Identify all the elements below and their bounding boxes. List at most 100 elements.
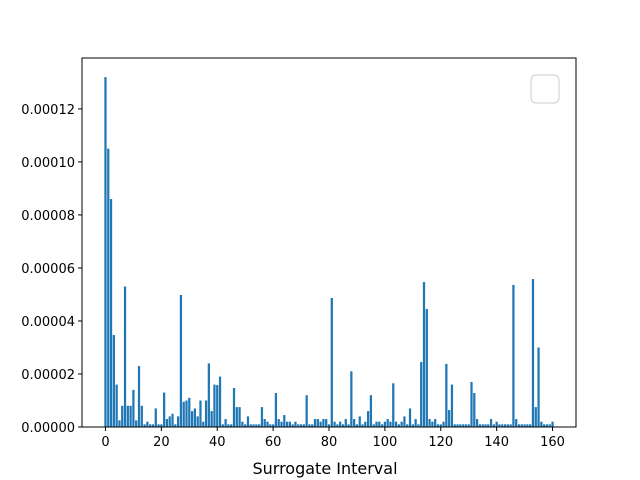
- bar: [129, 405, 132, 427]
- bar: [341, 424, 345, 427]
- bar: [269, 424, 272, 427]
- y-tick-label: 0.00010: [21, 156, 75, 171]
- bar: [193, 408, 196, 427]
- bar: [163, 392, 166, 427]
- bar: [274, 393, 278, 427]
- bar: [258, 424, 261, 427]
- bar: [311, 424, 314, 427]
- bar: [272, 424, 275, 427]
- bar: [325, 419, 328, 427]
- bar: [316, 419, 319, 427]
- bar: [121, 405, 124, 427]
- bar: [123, 286, 127, 427]
- bar: [115, 384, 118, 427]
- bar: [380, 424, 384, 427]
- bar: [182, 401, 185, 427]
- bar: [503, 424, 507, 427]
- bar: [526, 424, 529, 427]
- bar: [241, 421, 244, 427]
- bar: [434, 419, 437, 427]
- bar: [515, 419, 518, 427]
- bar: [107, 148, 110, 427]
- bar: [492, 424, 495, 427]
- bar: [367, 411, 370, 427]
- bar: [308, 424, 311, 427]
- bar: [383, 421, 386, 427]
- bar: [232, 388, 236, 427]
- bar: [207, 363, 210, 427]
- y-tick-label: 0.00006: [21, 262, 75, 277]
- bar: [543, 424, 546, 427]
- bar: [302, 424, 305, 427]
- bar: [448, 410, 451, 427]
- bar: [545, 424, 549, 427]
- bar: [221, 424, 224, 427]
- bar: [104, 77, 107, 427]
- bar: [372, 424, 375, 427]
- bar: [540, 421, 543, 427]
- bar: [411, 424, 414, 427]
- x-tick-label: 20: [153, 435, 170, 450]
- bar: [386, 419, 389, 427]
- bar: [188, 397, 191, 427]
- bar: [255, 424, 258, 427]
- bar: [146, 421, 149, 427]
- bar: [462, 424, 465, 427]
- y-tick-label: 0.00008: [21, 209, 75, 224]
- bar: [168, 416, 171, 427]
- bar: [417, 424, 420, 427]
- x-tick-label: 140: [484, 435, 509, 450]
- bar: [450, 384, 454, 427]
- bar: [344, 419, 347, 427]
- bar: [157, 424, 160, 427]
- bar: [109, 199, 113, 427]
- bar: [425, 309, 428, 427]
- bar: [227, 424, 230, 427]
- bar: [498, 424, 501, 427]
- bar: [252, 424, 255, 427]
- bar: [512, 284, 515, 427]
- x-tick-label: 120: [428, 435, 453, 450]
- bar: [333, 421, 336, 427]
- bar: [408, 408, 412, 427]
- bar: [151, 424, 155, 427]
- bar: [467, 424, 470, 427]
- x-tick-label: 40: [209, 435, 226, 450]
- bar: [473, 393, 476, 427]
- bar: [179, 294, 183, 427]
- bar: [442, 421, 445, 427]
- bar: [190, 411, 194, 427]
- bar: [154, 408, 157, 427]
- bar: [439, 424, 442, 427]
- y-tick-label: 0.00000: [21, 421, 75, 436]
- bar: [196, 416, 199, 427]
- bar: [358, 416, 361, 427]
- y-tick-label: 0.00002: [21, 368, 75, 383]
- bar: [132, 389, 135, 427]
- bar: [389, 421, 392, 427]
- bar: [149, 424, 152, 427]
- bar: [118, 420, 121, 427]
- bar: [537, 347, 540, 427]
- bar: [353, 419, 356, 427]
- bar: [378, 421, 381, 427]
- bar: [509, 424, 512, 427]
- bar: [305, 395, 308, 427]
- bar: [397, 424, 400, 427]
- bar: [484, 424, 487, 427]
- bar: [436, 424, 440, 427]
- bar: [453, 424, 456, 427]
- bar: [534, 407, 537, 427]
- bar: [235, 407, 238, 427]
- bar: [548, 424, 551, 427]
- bar: [246, 416, 250, 427]
- bar: [517, 424, 521, 427]
- bar: [481, 424, 484, 427]
- bar: [294, 421, 297, 427]
- bar: [143, 424, 146, 427]
- bar: [112, 335, 115, 427]
- bar: [364, 421, 367, 427]
- bar: [339, 421, 342, 427]
- bar: [403, 416, 406, 427]
- bar: [327, 424, 331, 427]
